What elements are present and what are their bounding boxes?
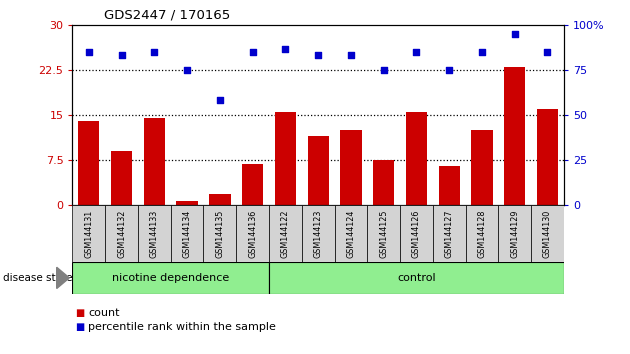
Bar: [504, 67, 525, 205]
Bar: [340, 130, 362, 205]
Text: ■: ■: [76, 322, 85, 332]
Bar: [406, 112, 427, 205]
Point: [444, 67, 454, 73]
Point: [346, 52, 356, 58]
Text: GSM144132: GSM144132: [117, 210, 126, 258]
Text: GSM144128: GSM144128: [478, 210, 486, 258]
Point: [117, 52, 127, 58]
Text: GSM144130: GSM144130: [543, 210, 552, 258]
Bar: [138, 205, 171, 262]
Text: GSM144136: GSM144136: [248, 210, 257, 258]
Point: [510, 31, 520, 37]
Point: [280, 46, 290, 52]
Bar: [242, 164, 263, 205]
Point: [477, 49, 487, 55]
Bar: [72, 262, 269, 294]
Bar: [275, 112, 296, 205]
Point: [215, 97, 225, 103]
Bar: [111, 151, 132, 205]
Text: percentile rank within the sample: percentile rank within the sample: [88, 322, 276, 332]
Point: [84, 49, 94, 55]
Bar: [72, 205, 105, 262]
Point: [248, 49, 258, 55]
Bar: [144, 118, 165, 205]
Bar: [269, 262, 564, 294]
Bar: [176, 200, 198, 205]
Bar: [537, 109, 558, 205]
Point: [542, 49, 553, 55]
Bar: [335, 205, 367, 262]
Point: [182, 67, 192, 73]
Text: GSM144129: GSM144129: [510, 210, 519, 258]
Point: [379, 67, 389, 73]
Point: [313, 52, 323, 58]
Bar: [373, 160, 394, 205]
Bar: [433, 205, 466, 262]
Bar: [367, 205, 400, 262]
Text: count: count: [88, 308, 120, 318]
Bar: [531, 205, 564, 262]
Bar: [203, 205, 236, 262]
Text: GSM144133: GSM144133: [150, 210, 159, 258]
Point: [411, 49, 421, 55]
Text: GSM144134: GSM144134: [183, 210, 192, 258]
Text: GSM144125: GSM144125: [379, 210, 388, 258]
Text: GDS2447 / 170165: GDS2447 / 170165: [104, 8, 230, 21]
Text: GSM144123: GSM144123: [314, 210, 323, 258]
Bar: [498, 205, 531, 262]
Text: GSM144126: GSM144126: [412, 210, 421, 258]
Text: ■: ■: [76, 308, 85, 318]
Text: nicotine dependence: nicotine dependence: [112, 273, 229, 283]
Bar: [78, 121, 100, 205]
Bar: [471, 130, 493, 205]
Text: GSM144131: GSM144131: [84, 210, 93, 258]
Bar: [302, 205, 335, 262]
Text: GSM144124: GSM144124: [346, 210, 355, 258]
Text: GSM144122: GSM144122: [281, 210, 290, 258]
Text: control: control: [397, 273, 436, 283]
Bar: [400, 205, 433, 262]
Bar: [307, 136, 329, 205]
Bar: [171, 205, 203, 262]
Bar: [105, 205, 138, 262]
Bar: [236, 205, 269, 262]
Text: disease state: disease state: [3, 273, 72, 283]
Bar: [209, 194, 231, 205]
Point: [149, 49, 159, 55]
Bar: [269, 205, 302, 262]
Text: GSM144127: GSM144127: [445, 210, 454, 258]
Bar: [438, 166, 460, 205]
Text: GSM144135: GSM144135: [215, 210, 224, 258]
Bar: [466, 205, 498, 262]
